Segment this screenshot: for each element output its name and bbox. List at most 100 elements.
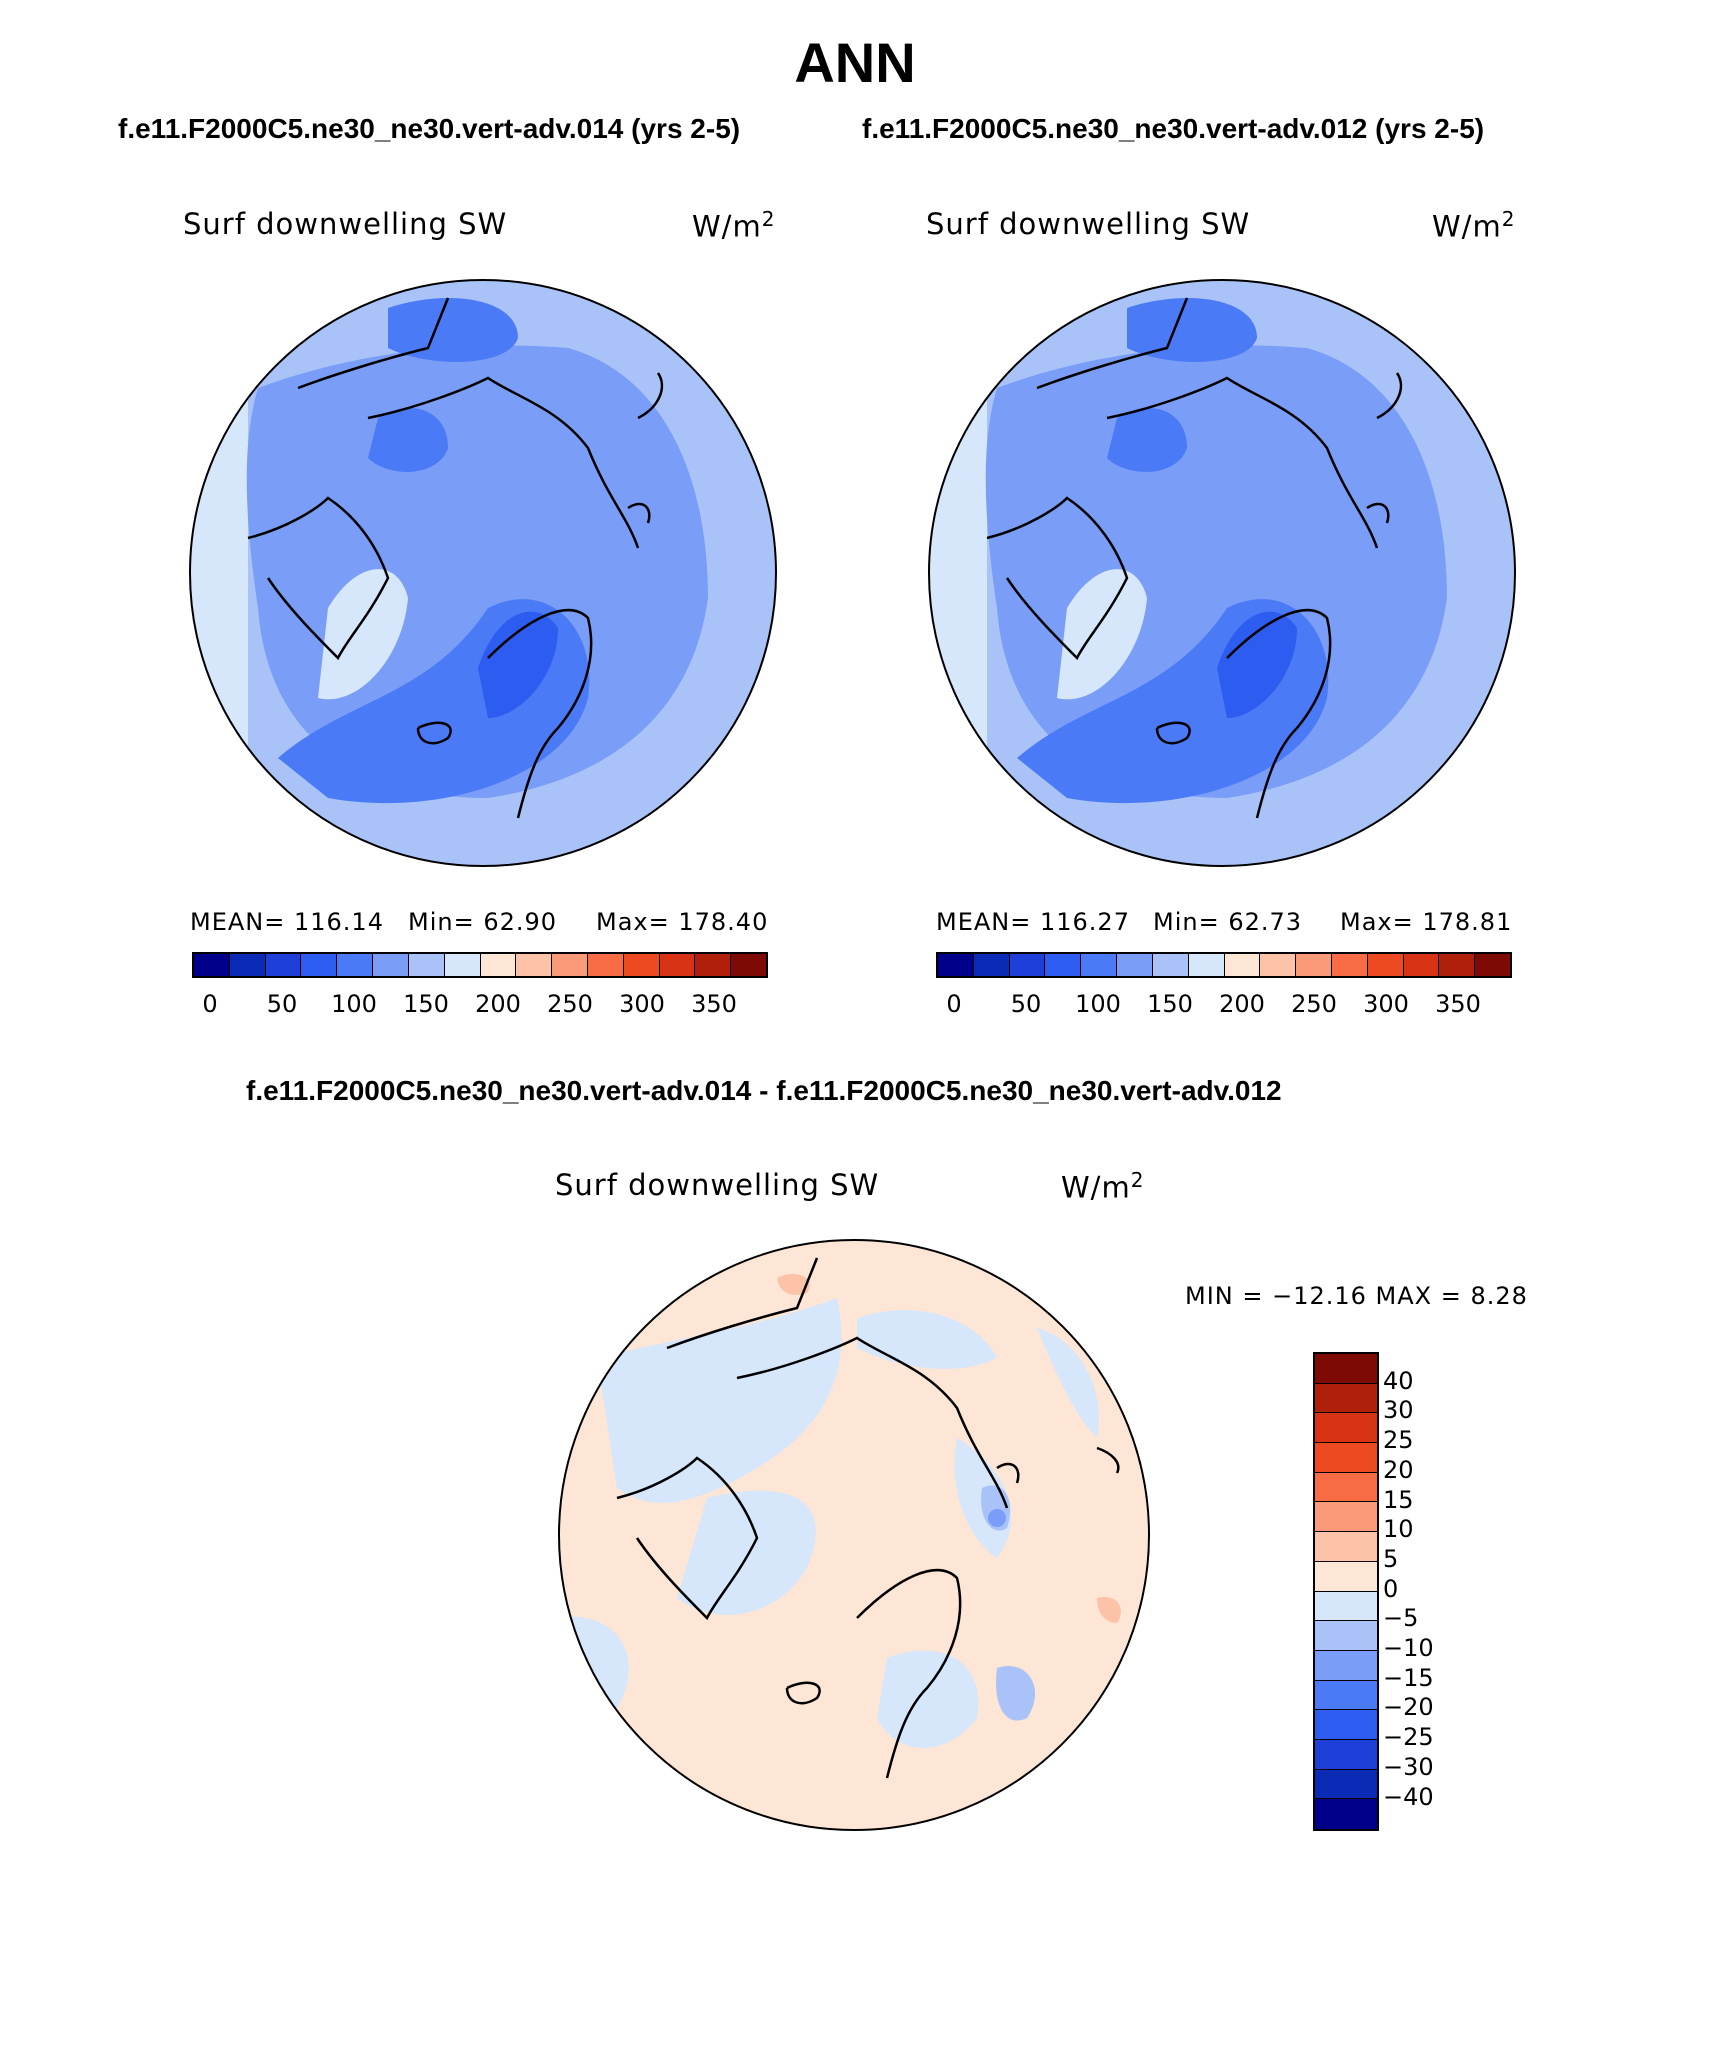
colorbar-tick-label: 300 (1363, 990, 1409, 1018)
colorbar-swatch (1315, 1710, 1377, 1740)
colorbar-tick-label: 250 (547, 990, 593, 1018)
colorbar-swatch (1009, 954, 1046, 976)
difference-subtitle: f.e11.F2000C5.ne30_ne30.vert-adv.014 - f… (246, 1075, 1282, 1106)
colorbar-swatch (337, 954, 374, 976)
colorbar-swatch (1045, 954, 1082, 976)
colorbar-tick-label: 350 (691, 990, 737, 1018)
colorbar-swatch (1315, 1532, 1377, 1562)
colorbar-swatch (1439, 954, 1476, 976)
left-units-label: W/m2 (692, 207, 776, 244)
colorbar-tick-label: 25 (1383, 1426, 1414, 1455)
colorbar-swatch (1315, 1472, 1377, 1503)
diff-colorbar (1313, 1352, 1379, 1831)
right-units-label: W/m2 (1432, 207, 1516, 244)
colorbar-swatch (1152, 954, 1189, 976)
colorbar-tick-label: 0 (946, 990, 962, 1018)
colorbar-tick-label: 40 (1383, 1366, 1414, 1395)
diff-map-border (558, 1239, 1150, 1831)
right-variable-label: Surf downwelling SW (926, 207, 1251, 241)
colorbar-tick-label: 100 (1075, 990, 1121, 1018)
diff-units-label: W/m2 (1061, 1168, 1145, 1205)
colorbar-swatch (659, 954, 696, 976)
right-colorbar (936, 952, 1512, 978)
colorbar-swatch (1315, 1591, 1377, 1622)
colorbar-tick-label: −5 (1383, 1604, 1419, 1633)
colorbar-swatch (1260, 954, 1297, 976)
diff-coastlines (616, 1257, 1120, 1779)
colorbar-swatch (623, 954, 660, 976)
diff-variable-label: Surf downwelling SW (555, 1168, 880, 1202)
colorbar-swatch (731, 954, 766, 976)
colorbar-swatch (1315, 1413, 1377, 1444)
colorbar-swatch (301, 954, 338, 976)
left-colorbar (192, 952, 768, 978)
right-map-border (928, 279, 1516, 867)
colorbar-swatch (373, 954, 409, 976)
left-polar-map (189, 279, 777, 867)
colorbar-tick-label: −15 (1383, 1663, 1434, 1692)
colorbar-swatch (587, 954, 624, 976)
colorbar-swatch (1475, 954, 1510, 976)
colorbar-swatch (444, 954, 481, 976)
colorbar-swatch (1315, 1502, 1377, 1533)
colorbar-swatch (1081, 954, 1118, 976)
colorbar-swatch (1403, 954, 1440, 976)
colorbar-tick-label: 10 (1383, 1515, 1414, 1544)
right-min-stat: Min= 62.73 (1153, 908, 1303, 936)
colorbar-tick-label: 150 (403, 990, 449, 1018)
colorbar-tick-label: 15 (1383, 1485, 1414, 1514)
colorbar-swatch (1315, 1680, 1377, 1711)
colorbar-tick-label: 20 (1383, 1455, 1414, 1484)
right-colorbar-ticks: 0 50 100 150 200 250 300 350 (936, 990, 1512, 1020)
left-coastlines (247, 297, 664, 819)
right-coastlines (986, 297, 1403, 819)
colorbar-tick-label: −20 (1383, 1693, 1434, 1722)
left-case-subtitle: f.e11.F2000C5.ne30_ne30.vert-adv.014 (yr… (118, 113, 741, 144)
colorbar-swatch (1315, 1799, 1377, 1829)
left-colorbar-ticks: 0 50 100 150 200 250 300 350 (192, 990, 768, 1020)
left-map-border (189, 279, 777, 867)
left-min-stat: Min= 62.90 (408, 908, 558, 936)
colorbar-tick-label: −30 (1383, 1752, 1434, 1781)
colorbar-tick-label: 200 (1219, 990, 1265, 1018)
colorbar-tick-label: 300 (619, 990, 665, 1018)
colorbar-tick-label: −25 (1383, 1723, 1434, 1752)
colorbar-swatch (938, 954, 974, 976)
colorbar-tick-label: 30 (1383, 1396, 1414, 1425)
colorbar-swatch (1315, 1621, 1377, 1651)
colorbar-swatch (516, 954, 553, 976)
colorbar-tick-label: −40 (1383, 1782, 1434, 1811)
colorbar-swatch (1296, 954, 1332, 976)
colorbar-tick-label: 100 (331, 990, 377, 1018)
colorbar-swatch (695, 954, 732, 976)
left-variable-label: Surf downwelling SW (183, 207, 508, 241)
colorbar-tick-label: −10 (1383, 1634, 1434, 1662)
colorbar-swatch (1367, 954, 1404, 976)
colorbar-swatch (1315, 1650, 1377, 1681)
colorbar-tick-label: 350 (1435, 990, 1481, 1018)
right-case-subtitle: f.e11.F2000C5.ne30_ne30.vert-adv.012 (yr… (862, 113, 1485, 144)
map-edge-fill (190, 280, 248, 866)
colorbar-tick-label: 5 (1383, 1544, 1399, 1573)
colorbar-tick-label: 200 (475, 990, 521, 1018)
difference-polar-map (558, 1239, 1150, 1831)
colorbar-swatch (1224, 954, 1261, 976)
colorbar-swatch (1315, 1769, 1377, 1800)
page-title: ANN (794, 31, 916, 94)
colorbar-swatch (194, 954, 230, 976)
colorbar-swatch (973, 954, 1010, 976)
colorbar-swatch (1315, 1561, 1377, 1592)
right-mean-stat: MEAN= 116.27 (936, 908, 1130, 936)
colorbar-swatch (229, 954, 266, 976)
colorbar-swatch (480, 954, 517, 976)
colorbar-swatch (1315, 1739, 1377, 1770)
colorbar-swatch (1315, 1354, 1377, 1384)
left-max-stat: Max= 178.40 (596, 908, 769, 936)
colorbar-tick-label: 50 (1010, 990, 1042, 1018)
colorbar-swatch (408, 954, 445, 976)
colorbar-swatch (265, 954, 302, 976)
colorbar-tick-label: 150 (1147, 990, 1193, 1018)
colorbar-swatch (1315, 1443, 1377, 1473)
right-polar-map (928, 279, 1516, 867)
diff-minmax-stat: MIN = −12.16 MAX = 8.28 (1185, 1282, 1528, 1310)
